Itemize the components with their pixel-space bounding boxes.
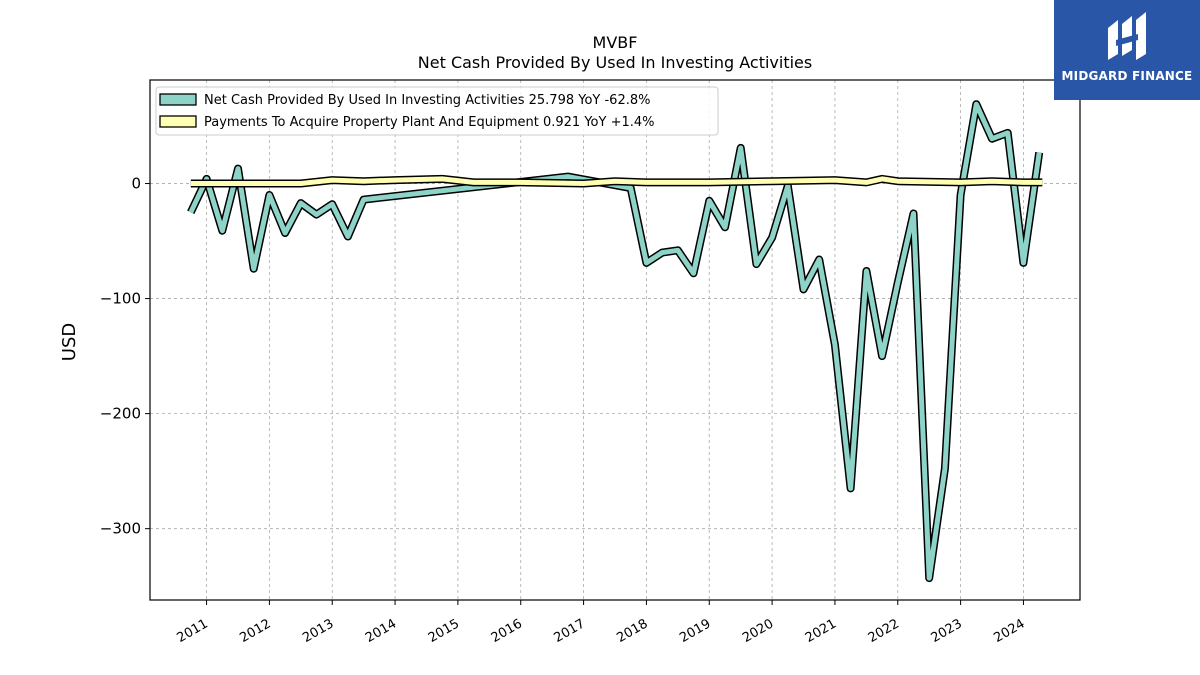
legend-swatch-ppe (159, 115, 197, 128)
x-tick-label: 2016 (489, 616, 525, 646)
x-tick-label: 2021 (803, 616, 839, 646)
legend-label-net-cash: Net Cash Provided By Used In Investing A… (204, 93, 650, 108)
legend-swatch-net-cash (159, 93, 197, 106)
x-ticks: 2011 2012 2013 2014 2015 2016 2017 2018 2019 2020… (175, 600, 1028, 646)
legend-box (155, 86, 719, 136)
x-tick-label: 2018 (614, 616, 650, 646)
series-line-ppe (190, 176, 1043, 186)
y-tick-label: −100 (100, 290, 141, 308)
series-line-net-cash (188, 101, 1042, 581)
x-tick-label: 2023 (929, 616, 965, 646)
y-tick-label: 0 (131, 175, 141, 193)
x-tick-label: 2019 (677, 616, 713, 646)
x-tick-label: 2015 (426, 616, 462, 646)
legend: Net Cash Provided By Used In Investing A… (155, 86, 719, 136)
chart-subtitle: Net Cash Provided By Used In Investing A… (418, 53, 812, 72)
x-tick-label: 2012 (237, 616, 273, 646)
brand-name: MIDGARD FINANCE (1061, 69, 1193, 83)
y-ticks: 0 −100 −200 −300 (100, 175, 150, 538)
x-tick-label: 2024 (991, 616, 1027, 646)
series-outline-net-cash (187, 100, 1044, 583)
x-tick-label: 2014 (363, 616, 399, 646)
midgard-logo-icon (1108, 12, 1146, 60)
brand-logo: MIDGARD FINANCE (1054, 0, 1200, 100)
x-tick-label: 2020 (740, 616, 776, 646)
x-tick-label: 2013 (300, 616, 336, 646)
y-axis-label: USD (59, 323, 80, 361)
x-tick-label: 2011 (175, 616, 211, 646)
grid-layer (150, 80, 1080, 600)
series-layer (187, 100, 1044, 583)
x-tick-label: 2022 (866, 616, 902, 646)
legend-label-ppe: Payments To Acquire Property Plant And E… (204, 115, 655, 130)
plot-frame (149, 79, 1081, 601)
chart-title: MVBF (593, 33, 638, 52)
y-tick-label: −300 (100, 520, 141, 538)
y-tick-label: −200 (100, 405, 141, 423)
x-tick-label: 2017 (552, 616, 588, 646)
